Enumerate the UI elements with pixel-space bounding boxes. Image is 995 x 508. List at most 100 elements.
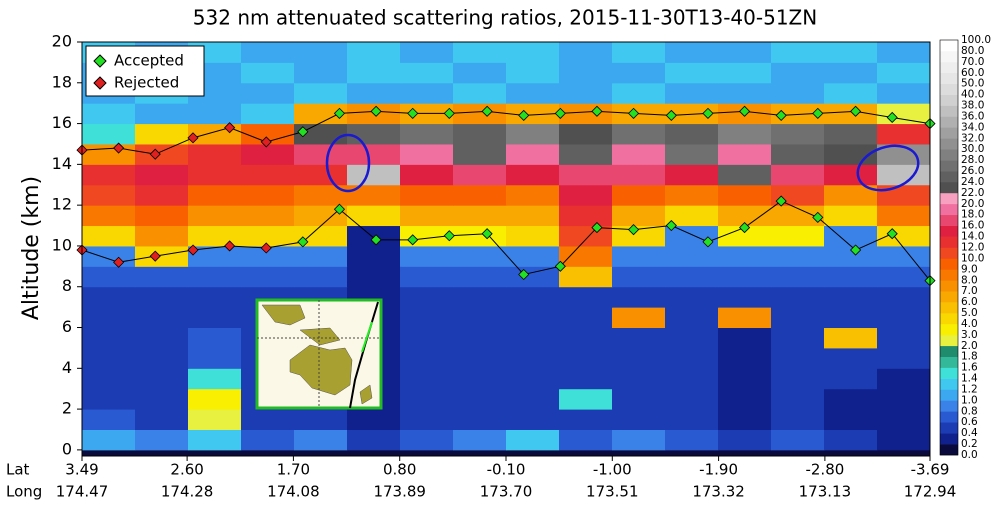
colorbar-segment	[940, 160, 958, 172]
heat-cell	[771, 42, 825, 63]
heat-cell	[241, 225, 295, 247]
heat-cell	[824, 205, 878, 227]
heat-cell	[453, 409, 507, 430]
boundary-point	[443, 230, 455, 242]
boundary-point	[850, 105, 862, 117]
heat-cell	[771, 82, 825, 104]
boundary-point	[775, 195, 787, 207]
heat-cell	[506, 42, 560, 63]
heat-cell	[559, 164, 613, 186]
heat-cell	[294, 82, 348, 104]
heat-cell	[453, 82, 507, 104]
heat-cell	[294, 245, 348, 267]
x-tick-label: -0.10	[487, 461, 526, 479]
x-long-label: 172.94	[904, 483, 957, 501]
x-tick-label: -1.00	[593, 461, 632, 479]
heat-cell	[241, 123, 295, 145]
heat-cell	[824, 184, 878, 206]
colorbar-label: 32.0	[961, 132, 984, 144]
heat-cell	[665, 286, 719, 308]
colorbar-segment	[940, 367, 958, 379]
y-tick-label: 14	[52, 154, 72, 173]
boundary-point	[481, 228, 493, 240]
heat-cell	[294, 409, 348, 430]
heat-cell	[612, 368, 666, 390]
heat-cell	[82, 347, 136, 369]
heat-cell	[824, 429, 878, 451]
y-tick-label: 6	[62, 317, 72, 336]
boundary-point	[481, 105, 493, 117]
boundary-point	[886, 228, 898, 240]
heat-cell	[453, 368, 507, 390]
heat-cell	[559, 409, 613, 430]
colorbar-segment	[940, 50, 958, 63]
heat-cell	[559, 307, 613, 329]
heat-cell	[824, 42, 878, 63]
heat-cell	[718, 347, 772, 369]
boundary-point	[224, 240, 236, 252]
heat-cell	[506, 62, 560, 84]
heat-cell	[877, 347, 931, 369]
colorbar-label: 100.0	[961, 34, 991, 46]
legend: Accepted Rejected	[85, 45, 205, 97]
heat-cell	[665, 307, 719, 329]
x-row-label: Lat	[6, 461, 30, 479]
heat-cell	[877, 42, 931, 63]
heat-cell	[665, 266, 719, 288]
heat-cell	[559, 245, 613, 267]
legend-marker	[93, 54, 107, 68]
heat-cell	[612, 409, 666, 430]
heat-cell	[82, 245, 136, 267]
colorbar-segment	[940, 94, 958, 106]
heat-cell	[612, 347, 666, 369]
boundary-point	[224, 122, 236, 134]
heat-cell	[718, 205, 772, 227]
heat-cell	[188, 205, 242, 227]
heat-cell	[135, 266, 189, 288]
x-tick-label: -1.90	[699, 461, 738, 479]
colorbar-segment	[940, 433, 958, 445]
heat-cell	[771, 164, 825, 186]
heat-cell	[241, 409, 295, 430]
x-long-label: 173.13	[799, 483, 852, 501]
colorbar-label: 0.8	[961, 405, 978, 417]
heat-cell	[188, 429, 242, 451]
colorbar-label: 10.0	[961, 252, 984, 264]
heat-cell	[294, 205, 348, 227]
heat-cell	[824, 225, 878, 247]
heat-cell	[241, 205, 295, 227]
boundary-point	[149, 250, 161, 262]
colorbar-label: 36.0	[961, 110, 984, 122]
heat-cell	[612, 245, 666, 267]
heat-cell	[506, 225, 560, 247]
heat-cell	[400, 327, 454, 349]
heat-cell	[612, 307, 666, 329]
colorbar-segment	[940, 40, 958, 52]
heat-cell	[294, 164, 348, 186]
heat-cell	[188, 327, 242, 349]
heat-cell	[718, 82, 772, 104]
heat-cell	[506, 286, 560, 308]
heat-cell	[453, 225, 507, 247]
heat-cell	[771, 286, 825, 308]
heat-cell	[188, 286, 242, 308]
heatmap	[82, 42, 931, 451]
heat-cell	[665, 123, 719, 145]
boundary-point	[591, 222, 603, 234]
boundary-point	[407, 107, 419, 119]
colorbar-label: 22.0	[961, 187, 984, 199]
heat-cell	[241, 103, 295, 125]
heat-cell	[188, 266, 242, 288]
heat-cell	[347, 42, 401, 63]
heat-cell	[347, 123, 401, 145]
boundary-point	[149, 148, 161, 160]
heat-cell	[400, 368, 454, 390]
overlay	[76, 105, 936, 287]
x-tick-label: 2.60	[170, 461, 203, 479]
boundary-point	[591, 105, 603, 117]
heat-cell	[877, 82, 931, 104]
y-tick-label: 12	[52, 195, 72, 214]
colorbar-label: 20.0	[961, 198, 984, 210]
heat-cell	[241, 429, 295, 451]
x-row-label: Long	[6, 483, 42, 501]
